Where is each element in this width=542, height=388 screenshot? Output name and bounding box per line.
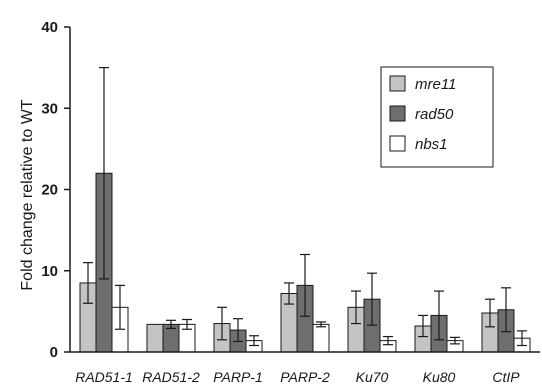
x-tick-label: PARP-1 bbox=[213, 369, 263, 385]
y-axis-title: Fold change relative to WT bbox=[19, 99, 36, 290]
x-tick-label: Ku70 bbox=[356, 369, 389, 385]
legend: mre11 rad50 nbs1 bbox=[380, 66, 494, 168]
legend-swatch-nbs1 bbox=[389, 135, 406, 152]
bar-group-ctip bbox=[481, 287, 531, 353]
bar-nbs1 bbox=[312, 323, 330, 353]
legend-label-mre11: mre11 bbox=[415, 76, 456, 93]
bar-group-parp-1 bbox=[213, 306, 263, 353]
x-tick-label: PARP-2 bbox=[280, 369, 330, 385]
legend-swatch-rad50 bbox=[389, 105, 406, 122]
x-tick-label: CtIP bbox=[492, 369, 520, 385]
legend-swatch-mre11 bbox=[389, 75, 406, 92]
bar-group-parp-2 bbox=[280, 253, 330, 353]
bar-group-rad51-1 bbox=[79, 67, 129, 353]
y-tick-label: 40 bbox=[41, 19, 58, 36]
bar-mre11 bbox=[146, 323, 164, 353]
bar-group-ku80 bbox=[414, 290, 464, 353]
y-tick-label: 10 bbox=[41, 263, 58, 280]
bar-group-rad51-2 bbox=[146, 318, 196, 353]
bar-group-ku70 bbox=[347, 272, 397, 353]
x-tick-label: RAD51-1 bbox=[75, 369, 133, 385]
legend-label-rad50: rad50 bbox=[415, 106, 454, 123]
bar-groups bbox=[79, 67, 531, 353]
y-tick-label: 20 bbox=[41, 182, 58, 199]
x-axis: RAD51-1 RAD51-2 PARP-1 PARP-2 Ku70 Ku80 CtIP bbox=[70, 351, 540, 385]
y-axis: 0 10 20 30 40 bbox=[41, 19, 71, 361]
y-tick-label: 0 bbox=[50, 344, 58, 361]
legend-label-nbs1: nbs1 bbox=[415, 136, 448, 153]
x-tick-label: RAD51-2 bbox=[142, 369, 200, 385]
x-tick-label: Ku80 bbox=[423, 369, 456, 385]
y-tick-label: 30 bbox=[41, 100, 58, 117]
